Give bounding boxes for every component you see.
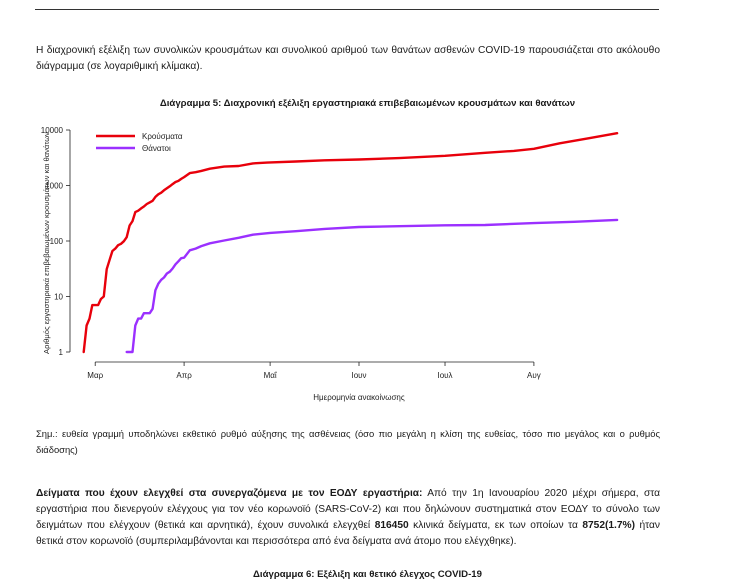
figure-title: Διάγραμμα 5: Διαχρονική εξέλιξη εργαστηρ…	[159, 98, 576, 109]
positive-samples: 8752(1.7%)	[582, 520, 635, 531]
x-tick-label: Ιουλ	[437, 371, 452, 380]
line-chart: 1 10 100 1000 10000 Μαρ Απρ Μαΐ Ιουν Ιουλ Αυγ Ημερο…	[41, 126, 619, 402]
intro-paragraph: Η διαχρονική εξέλιξη των συνολικών κρουσ…	[36, 45, 660, 72]
legend-label: Κρούσματα	[142, 132, 183, 141]
next-figure-caption: Διάγραμμα 6: Εξέλιξη και θετικό έλεγχος …	[253, 569, 482, 580]
chart-note: Σημ.: ευθεία γραμμή υποδηλώνει εκθετικό …	[36, 428, 660, 455]
samples-text-2: κλινικά δείγματα, εκ των οποίων τα	[408, 520, 583, 531]
legend-label: Θάνατοι	[142, 144, 171, 153]
y-tick-label: 10	[54, 293, 63, 302]
total-samples: 816450	[374, 520, 409, 531]
samples-text-1: Από την 1η Ιανουαρίου 2020 μέχρι σήμερα,…	[36, 488, 660, 531]
samples-text-3: ήταν θετικά στον κορωνοϊό (συμπεριλαμβάν…	[36, 520, 661, 547]
y-tick-label: 1	[59, 348, 64, 357]
top-rule	[35, 9, 659, 10]
x-tick-label: Μαΐ	[264, 371, 278, 380]
y-axis-title: Αριθμός εργαστηριακά επιβεβαιωμένων κρου…	[42, 132, 51, 354]
x-axis-title: Ημερομηνία ανακοίνωσης	[313, 393, 405, 402]
x-tick-label: Μαρ	[87, 371, 103, 380]
series-line-deaths	[125, 218, 619, 354]
x-tick-label: Ιουν	[351, 371, 366, 380]
y-tick-label: 10000	[41, 126, 64, 135]
y-tick-label: 100	[50, 237, 64, 246]
x-tick-label: Αυγ	[527, 371, 541, 380]
samples-heading: Δείγματα που έχουν ελεγχθεί στα συνεργαζ…	[36, 488, 423, 499]
x-tick-label: Απρ	[176, 371, 192, 380]
samples-paragraph: Δείγματα που έχουν ελεγχθεί στα συνεργαζ…	[36, 486, 660, 550]
y-tick-label: 1000	[45, 182, 63, 191]
series-line-cases	[82, 132, 619, 354]
